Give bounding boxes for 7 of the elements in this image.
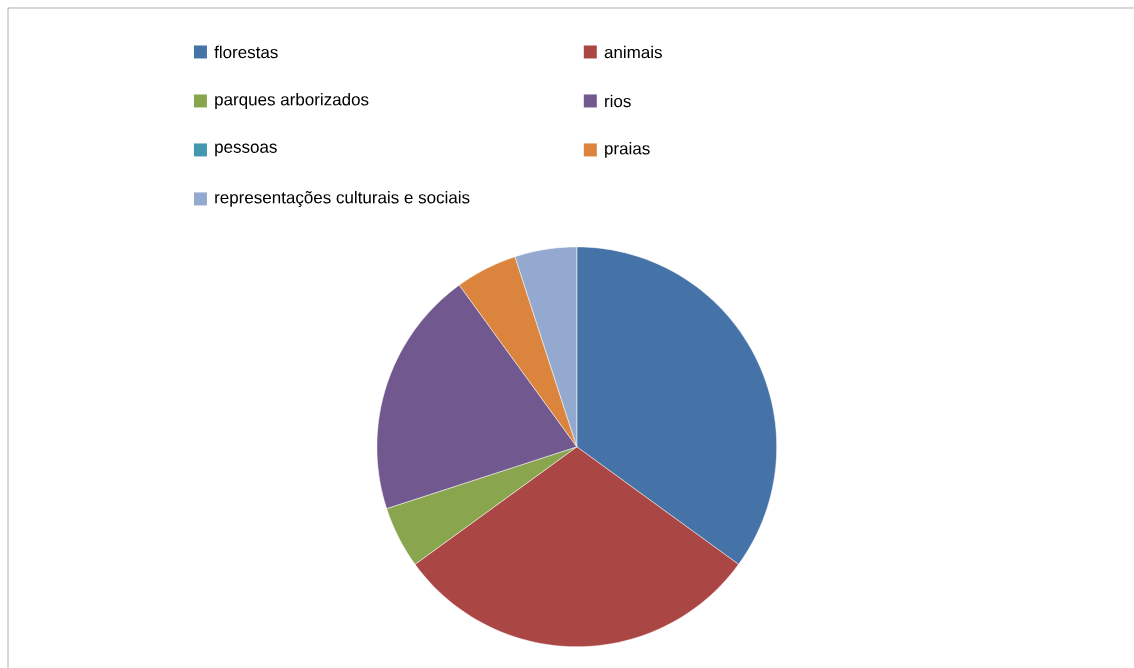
legend-label: florestas [214, 45, 278, 59]
legend-label: praias [605, 141, 650, 158]
legend-label: rios [605, 94, 631, 108]
legend-label: pessoas [215, 143, 277, 157]
legend-label: parques arborizados [215, 92, 369, 109]
legend-label: representações culturais e sociais [215, 190, 470, 207]
legend-label: animais [604, 45, 662, 59]
